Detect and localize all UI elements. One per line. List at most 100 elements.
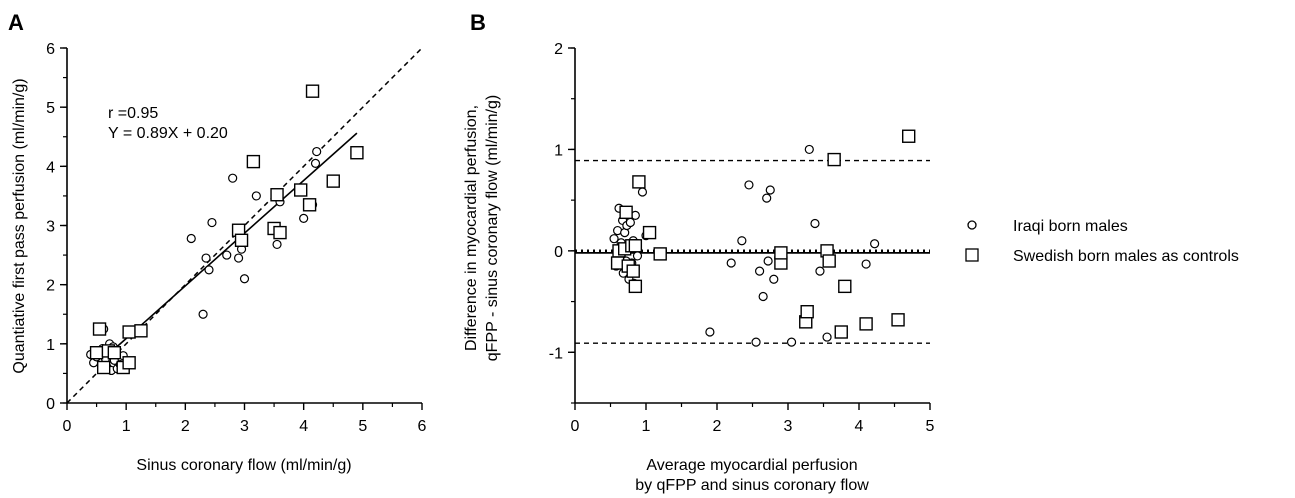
panel-b-square-point xyxy=(827,152,841,167)
panel-a-x-tick-label: 1 xyxy=(122,418,131,435)
panel-a-square-point xyxy=(107,346,122,360)
panel-a-x-tick-label: 4 xyxy=(299,418,308,435)
panel-b-circle-point xyxy=(726,258,736,268)
panel-b-square-point xyxy=(800,305,814,319)
correlation-annotation: r =0.95 xyxy=(108,105,158,122)
panel-a-points xyxy=(86,84,364,376)
panel-a-y-tick-label: 6 xyxy=(46,41,55,58)
panel-b-x-tick-label: 3 xyxy=(784,418,793,435)
panel-b-circle-point xyxy=(765,185,775,195)
panel-b-y-label: Difference in myocardial perfusion, xyxy=(463,105,480,351)
panel-a-circle-point xyxy=(222,250,232,260)
panel-a-lines xyxy=(66,47,423,404)
panel-a-square-point xyxy=(122,325,136,339)
panel-b-square-point xyxy=(774,246,788,260)
panel-a-circle-point xyxy=(233,253,244,263)
panel-b-circle-point xyxy=(769,274,779,284)
panel-b-square-point xyxy=(902,129,916,143)
panel-b-x-tick-label: 2 xyxy=(713,418,722,435)
panel-b-circle-point xyxy=(637,187,648,197)
legend: Iraqi born males Swedish born males as c… xyxy=(965,218,1239,265)
panel-a-square-point xyxy=(92,322,107,336)
panel-a-circle-point xyxy=(207,217,217,228)
panel-a-y-tick-label: 1 xyxy=(46,337,55,354)
panel-b-x-tick-label: 4 xyxy=(855,418,864,435)
panel-b-square-point xyxy=(653,247,667,261)
identity-line xyxy=(66,47,423,404)
panel-a-letter: A xyxy=(8,10,24,35)
panel-a-square-point xyxy=(305,84,320,98)
panel-a-x-tick-label: 2 xyxy=(181,418,190,435)
panel-b-square-point xyxy=(838,279,852,294)
panel-b-square-point xyxy=(834,325,848,339)
panel-b-square-point xyxy=(632,175,646,189)
panel-a-circle-point xyxy=(272,239,282,250)
panel-a-x-tick-label: 5 xyxy=(358,418,367,435)
legend-label-swedish: Swedish born males as controls xyxy=(1013,248,1239,265)
panel-a-circle-point xyxy=(299,213,309,223)
panel-b-square-point xyxy=(859,317,873,331)
panel-b-circle-point xyxy=(632,251,643,261)
legend-item-swedish: Swedish born males as controls xyxy=(965,248,1239,265)
panel-b-square-point xyxy=(642,225,657,240)
panel-b-x-label-line2: by qFPP and sinus coronary flow xyxy=(635,477,869,494)
panel-b-y-tick-label: 2 xyxy=(554,41,563,58)
panel-a-square-point xyxy=(89,346,104,360)
panel-a-x-tick-label: 0 xyxy=(63,418,72,435)
panel-a-circle-point xyxy=(228,173,238,183)
panel-b-circle-point xyxy=(758,291,768,302)
panel-a-square-point xyxy=(326,174,340,188)
panel-b-x-tick-label: 5 xyxy=(926,418,935,435)
legend-label-iraqi: Iraqi born males xyxy=(1013,218,1128,235)
panel-a-square-point xyxy=(273,225,287,240)
panel-a-x-tick-label: 3 xyxy=(240,418,249,435)
panel-b-letter: B xyxy=(470,10,486,35)
legend-item-iraqi: Iraqi born males xyxy=(967,218,1128,235)
panel-a-y-tick-label: 0 xyxy=(46,396,55,413)
panel-b-circle-point xyxy=(810,218,820,229)
panel-a-y-tick-label: 4 xyxy=(46,159,55,176)
panel-a-square-point xyxy=(294,183,308,197)
panel-a-x-tick-label: 6 xyxy=(418,418,427,435)
panel-b-square-point xyxy=(628,239,643,253)
panel-a-circle-point xyxy=(251,191,261,201)
panel-a-circle-point xyxy=(186,233,196,244)
panel-a-x-label: Sinus coronary flow (ml/min/g) xyxy=(136,457,351,474)
panel-b-y-tick-label: 0 xyxy=(554,244,563,261)
panel-b-circle-point xyxy=(705,327,715,337)
regression-line xyxy=(101,132,358,361)
panel-b-x-label: Average myocardial perfusion xyxy=(646,457,857,474)
panel-b-circle-point xyxy=(763,256,773,266)
panel-a-square-point xyxy=(270,188,284,202)
panel-b-square-point xyxy=(628,279,643,294)
panel-b-circle-point xyxy=(762,193,772,203)
panel-a-square-point xyxy=(246,154,261,169)
panel-a-circle-point xyxy=(310,158,321,168)
panel-b-circle-point xyxy=(625,217,635,228)
panel-b-points xyxy=(609,129,916,347)
panel-b-y-tick-label: 1 xyxy=(554,142,563,159)
panel-a-y-tick-label: 2 xyxy=(46,278,55,295)
panel-a-square-point xyxy=(122,356,136,370)
panel-b-circle-point xyxy=(870,239,880,249)
panel-a-y-label: Quantiative first pass perfusion (ml/min… xyxy=(11,78,28,373)
regression-annotation: Y = 0.89X + 0.20 xyxy=(108,125,228,142)
panel-a-square-point xyxy=(234,233,249,247)
panel-b-y-tick-label: -1 xyxy=(549,345,563,362)
panel-b-circle-point xyxy=(804,144,814,155)
panel-b-circle-point xyxy=(751,337,761,347)
panel-a-square-point xyxy=(350,146,364,160)
panel-a-square-point xyxy=(302,198,317,212)
panel-b-axes: 0 1 2 3 4 5 -1 0 1 2 xyxy=(549,41,935,435)
panel-a-y-tick-label: 5 xyxy=(46,100,55,117)
panel-b-circle-point xyxy=(786,337,797,347)
panel-b-circle-point xyxy=(822,332,832,342)
panel-a-y-tick-label: 3 xyxy=(46,219,55,236)
panel-b-circle-point xyxy=(744,180,754,190)
panel-a-square-point xyxy=(96,360,111,375)
panel-b-square-point xyxy=(619,205,633,220)
panel-a-circle-point xyxy=(239,274,250,284)
panel-b-y-label-line2: qFPP - sinus coronary flow (ml/min/g) xyxy=(484,95,501,361)
panel-b-circle-point xyxy=(861,259,871,269)
